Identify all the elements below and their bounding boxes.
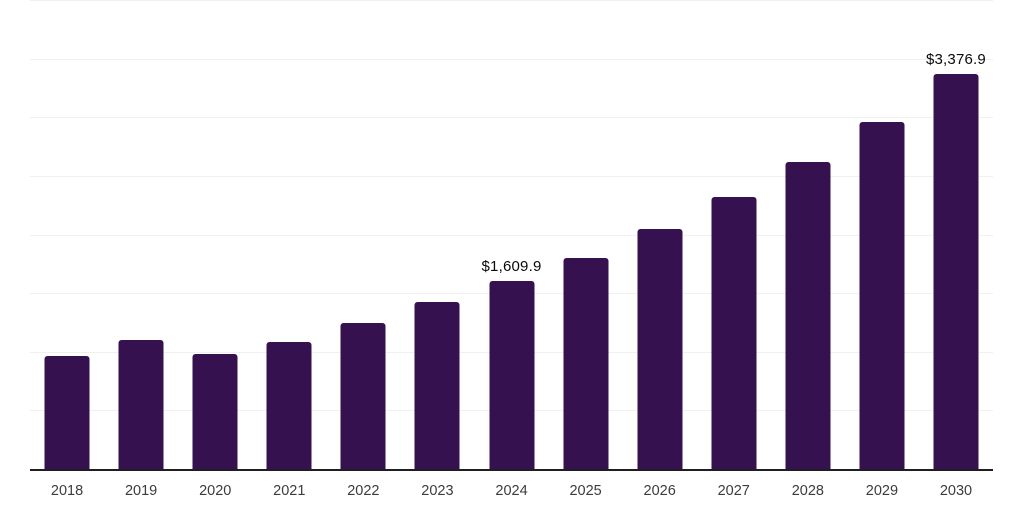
bar-slot-2028 — [771, 1, 845, 470]
bar-2025 — [563, 257, 609, 470]
bar-2024 — [489, 281, 534, 470]
gridline-4000 — [30, 0, 993, 1]
bar-slot-2021 — [252, 1, 326, 470]
gridline-3000 — [30, 117, 993, 119]
x-axis-labels: 2018 2019 2020 2021 2022 2023 2024 2025 2026 2027… — [30, 483, 993, 499]
bar-slot-2022 — [326, 1, 400, 470]
bar-2027 — [711, 197, 757, 470]
bar-slot-2024: $1,609.9 — [474, 1, 548, 470]
x-tick-2027: 2027 — [717, 483, 750, 499]
bar-2019 — [118, 339, 164, 470]
gridline-2500 — [30, 175, 993, 177]
data-label-2024: $1,609.9 — [481, 258, 542, 276]
bar-2026 — [637, 229, 683, 470]
x-tick-2028: 2028 — [791, 483, 824, 499]
bar-slot-2020 — [178, 1, 252, 470]
bar-2020 — [192, 353, 238, 470]
bar-2028 — [785, 161, 831, 470]
bars-layer: $1,609.9 $3,376.9 — [30, 1, 993, 470]
bar-slot-2030: $3,376.9 — [919, 1, 993, 470]
x-tick-2025: 2025 — [569, 483, 602, 499]
bar-slot-2023 — [400, 1, 474, 470]
x-tick-2018: 2018 — [50, 483, 84, 499]
gridline-3500 — [30, 58, 993, 60]
bar-slot-2025 — [549, 1, 623, 470]
x-tick-2019: 2019 — [124, 483, 158, 499]
x-tick-2026: 2026 — [643, 483, 676, 499]
bar-2018 — [44, 355, 90, 470]
x-tick-2021: 2021 — [273, 483, 306, 499]
bar-2022 — [340, 322, 386, 470]
bar-slot-2026 — [623, 1, 697, 470]
bar-slot-2019 — [104, 1, 178, 470]
bar-slot-2018 — [30, 1, 104, 470]
bar-slot-2029 — [845, 1, 919, 470]
data-label-2030: $3,376.9 — [925, 51, 986, 69]
bar-2029 — [859, 121, 905, 470]
x-tick-2024: 2024 — [495, 483, 528, 499]
bar-2021 — [266, 341, 312, 470]
x-tick-2020: 2020 — [199, 483, 232, 499]
bar-slot-2027 — [697, 1, 771, 470]
x-axis-line — [30, 469, 993, 471]
x-tick-2030: 2030 — [939, 483, 973, 499]
gridline-2000 — [30, 234, 993, 236]
x-tick-2022: 2022 — [347, 483, 380, 499]
plot-area: $1,609.9 $3,376.9 — [30, 0, 993, 471]
x-tick-2023: 2023 — [421, 483, 454, 499]
x-tick-2029: 2029 — [865, 483, 899, 499]
bar-2030 — [933, 74, 979, 470]
bar-2023 — [414, 302, 460, 470]
